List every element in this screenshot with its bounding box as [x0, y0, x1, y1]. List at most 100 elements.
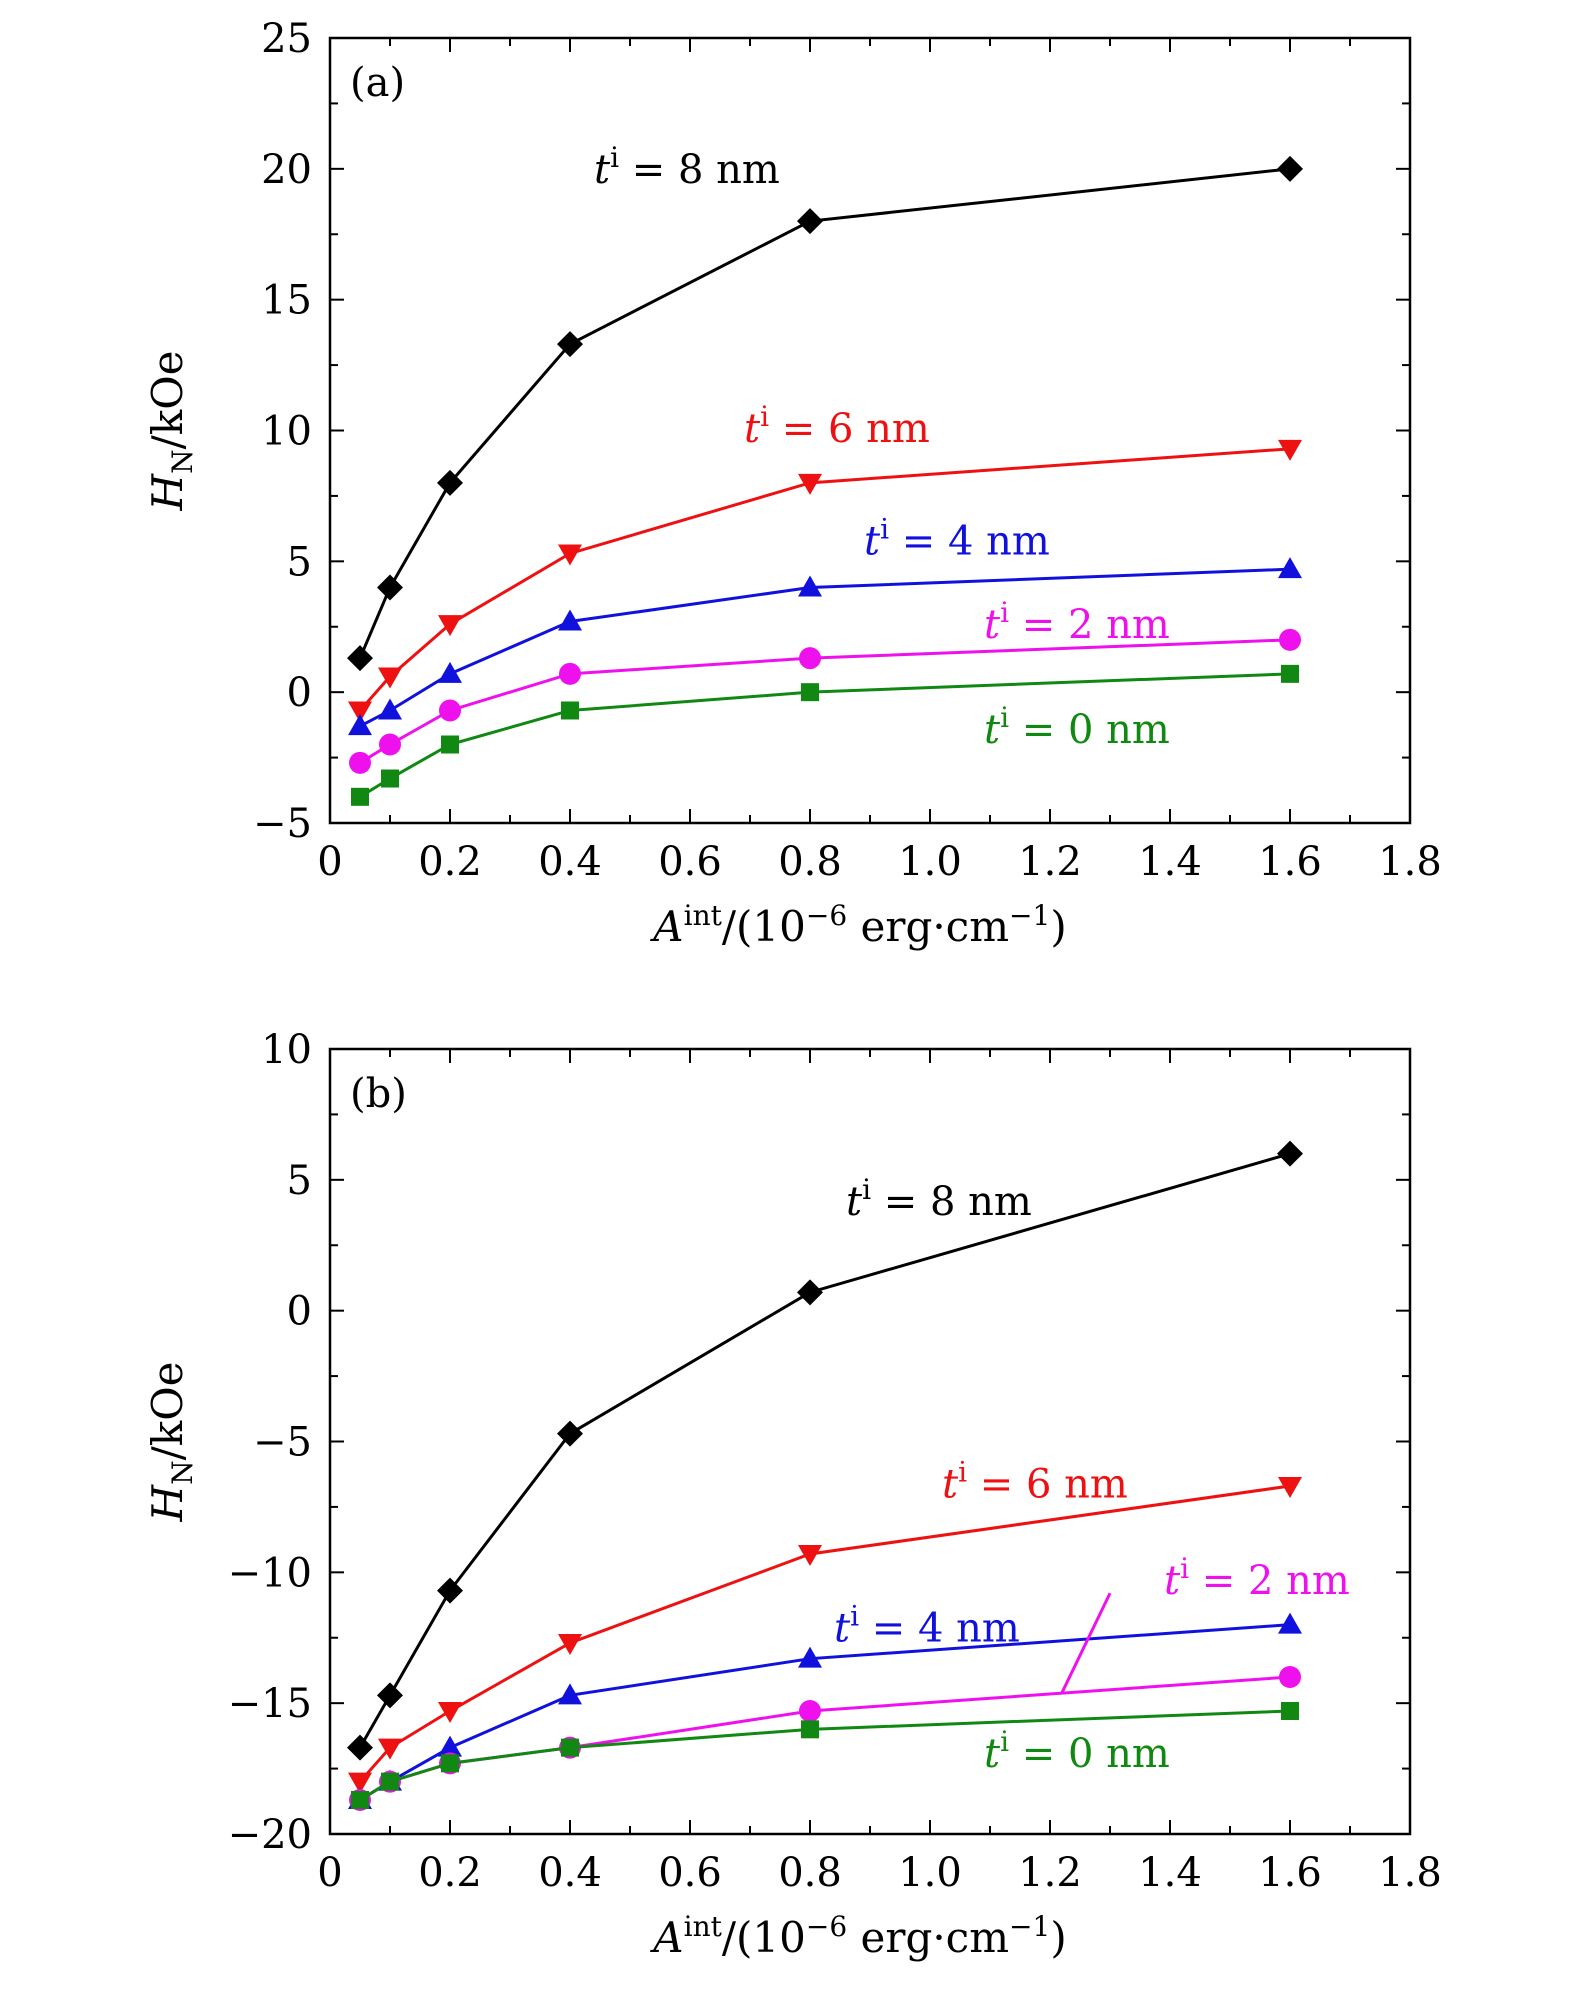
series-label-t: t — [864, 518, 881, 564]
series-label: ti = 2 nm — [1164, 1552, 1350, 1604]
series-label-sup: i — [850, 1599, 859, 1632]
data-point — [347, 645, 373, 672]
data-point — [1278, 1476, 1302, 1498]
series-2: ti = 4 nm — [348, 512, 1302, 736]
data-point — [797, 208, 823, 235]
y-tick-label: −10 — [228, 1550, 312, 1596]
x-tick-label: 0.4 — [538, 1850, 602, 1896]
x-axis-unit: erg·cm — [847, 1913, 1009, 1962]
x-axis-title: Aint/(10−6 erg·cm−1) — [649, 899, 1066, 951]
series-label-rest: = 6 nm — [967, 1461, 1128, 1507]
data-point — [351, 787, 369, 806]
data-point — [797, 1279, 823, 1306]
series-label-sup: i — [958, 1455, 967, 1488]
x-axis-unit-exp: −1 — [1009, 1910, 1050, 1943]
x-axis-symbol: A — [649, 902, 683, 951]
x-tick-label: 0.2 — [418, 839, 482, 885]
data-point — [348, 1772, 372, 1794]
x-axis-close: ) — [1050, 902, 1066, 951]
series-label: ti = 6 nm — [744, 400, 930, 452]
data-point — [558, 544, 582, 566]
series-label-rest: = 0 nm — [1009, 1731, 1170, 1777]
series-label-rest: = 2 nm — [1009, 602, 1170, 648]
series-label-rest: = 6 nm — [769, 406, 930, 452]
data-point — [438, 661, 462, 683]
x-tick-label: 1.0 — [898, 839, 962, 885]
data-point — [798, 575, 822, 597]
data-point — [799, 647, 821, 670]
x-axis-close: ) — [1050, 1913, 1066, 1962]
x-tick-label: 1.6 — [1258, 839, 1322, 885]
data-point — [378, 667, 402, 689]
y-tick-label: 0 — [287, 670, 312, 716]
y-tick-label: 0 — [287, 1289, 312, 1335]
y-axis-title: HN/kOe — [143, 1361, 199, 1522]
series-label-sup: i — [610, 141, 619, 174]
x-axis-unit: erg·cm — [847, 902, 1009, 951]
x-axis-exp: −6 — [806, 899, 847, 932]
data-point — [439, 699, 461, 722]
y-tick-label: 10 — [261, 1027, 312, 1073]
series-label-sup: i — [1000, 1725, 1009, 1758]
y-tick-label: 10 — [261, 409, 312, 455]
x-tick-label: 1.8 — [1378, 839, 1442, 885]
data-point — [1281, 664, 1299, 683]
series-label-t: t — [594, 147, 611, 193]
data-point — [351, 1790, 369, 1809]
data-point — [799, 1700, 821, 1723]
series-label-rest: = 8 nm — [871, 1179, 1032, 1225]
y-tick-label: −20 — [228, 1812, 312, 1858]
series-line — [358, 167, 1291, 659]
data-point — [1279, 1666, 1301, 1688]
data-point — [381, 1772, 399, 1791]
series-label: ti = 0 nm — [984, 1725, 1170, 1777]
x-tick-label: 1.6 — [1258, 1850, 1322, 1896]
data-point — [381, 769, 399, 788]
y-axis-sub: N — [166, 449, 199, 474]
x-tick-label: 1.4 — [1138, 839, 1202, 885]
series-3: ti = 2 nm — [349, 596, 1301, 774]
x-tick-label: 0.6 — [658, 839, 722, 885]
series-0: ti = 8 nm — [347, 141, 1303, 672]
series-line — [358, 447, 1291, 712]
x-tick-label: 0.2 — [418, 1850, 482, 1896]
series-label-rest: = 2 nm — [1189, 1558, 1350, 1604]
y-tick-label: 5 — [287, 539, 312, 585]
series-label-t: t — [984, 1731, 1001, 1777]
data-point — [801, 1720, 819, 1739]
series-label: ti = 4 nm — [864, 512, 1050, 564]
y-tick-label: 15 — [261, 278, 312, 324]
chart-panel-b: 0 0.2 0.4 0.6 0.8 1.0 1.2 1.4 1.6 1.8−20−15−10−50… — [143, 1027, 1442, 1962]
data-point — [798, 473, 822, 495]
data-point — [557, 1420, 583, 1447]
data-point — [378, 698, 402, 720]
chart-panel-a: 0 0.2 0.4 0.6 0.8 1.0 1.2 1.4 1.6 1.8−50510152025… — [143, 16, 1442, 951]
x-axis-title: Aint/(10−6 erg·cm−1) — [649, 1910, 1066, 1962]
y-axis-sub: N — [166, 1460, 199, 1485]
x-tick-label: 0 — [317, 839, 342, 885]
data-point — [558, 609, 582, 631]
series-label-t: t — [744, 406, 761, 452]
data-point — [1281, 1702, 1299, 1721]
data-point — [438, 615, 462, 637]
data-point — [1278, 1612, 1302, 1634]
data-point — [377, 574, 403, 601]
y-tick-label: −5 — [253, 801, 312, 847]
x-axis-sup: int — [684, 899, 723, 932]
series-label-sup: i — [880, 512, 889, 545]
x-tick-label: 1.2 — [1018, 839, 1082, 885]
series-label: ti = 2 nm — [984, 596, 1170, 648]
x-tick-label: 0.8 — [778, 1850, 842, 1896]
data-point — [437, 469, 463, 496]
x-axis-rest: /(10 — [722, 1913, 806, 1962]
series-label-t: t — [846, 1179, 863, 1225]
data-point — [1279, 628, 1301, 651]
x-tick-label: 0.8 — [778, 839, 842, 885]
series-label: ti = 8 nm — [594, 141, 780, 193]
x-tick-label: 1.8 — [1378, 1850, 1442, 1896]
y-tick-label: −5 — [253, 1420, 312, 1466]
y-tick-label: −15 — [228, 1681, 312, 1727]
x-axis-unit-exp: −1 — [1009, 899, 1050, 932]
y-axis-symbol: H — [143, 473, 192, 512]
x-axis-symbol: A — [649, 1913, 683, 1962]
